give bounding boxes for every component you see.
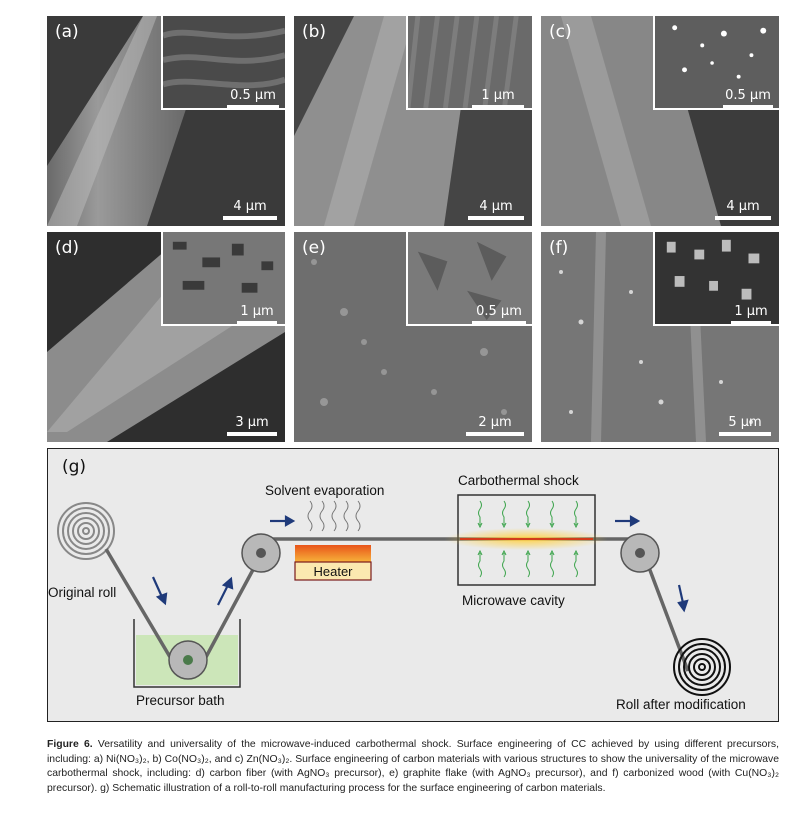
inset-scale-bar-e: 0.5 µm <box>472 304 526 325</box>
inset-image-c <box>655 16 779 108</box>
sem-panel-f: (f) 1 µm 5 µm <box>541 232 779 442</box>
inset-image-f <box>655 232 779 324</box>
sem-panel-b: (b) 1 µm 4 µm <box>294 16 532 226</box>
figure-caption: Figure 6. Versatility and universality o… <box>47 738 779 796</box>
inset-e <box>406 232 532 326</box>
panel-label-e: (e) <box>302 238 326 258</box>
scale-bar-d: 3 µm <box>227 415 277 436</box>
label-precursor-bath: Precursor bath <box>136 693 225 708</box>
inset-scale-text-a: 0.5 µm <box>230 88 276 103</box>
panel-label-a: (a) <box>55 22 79 42</box>
panel-label-c: (c) <box>549 22 572 42</box>
original-roll-spiral <box>57 502 115 560</box>
caption-figure-label: Figure 6. <box>47 739 93 750</box>
heater-hot-plate <box>295 545 371 562</box>
guide-roller-left-axle <box>256 548 266 558</box>
sem-panel-a: (a) 0.5 µm 4 µm <box>47 16 285 226</box>
inset-scale-text-b: 1 µm <box>481 88 515 103</box>
inset-scale-text-d: 1 µm <box>240 304 274 319</box>
bath-roller-axle <box>183 655 193 665</box>
label-original-roll: Original roll <box>48 585 117 600</box>
label-solvent-evaporation: Solvent evaporation <box>265 483 385 498</box>
scale-text-f: 5 µm <box>728 415 762 430</box>
scale-bar-f: 5 µm <box>719 415 771 436</box>
scale-text-b: 4 µm <box>479 199 513 214</box>
bath-container <box>133 619 241 688</box>
scale-text-a: 4 µm <box>233 199 267 214</box>
vapor-lines <box>307 500 361 532</box>
inset-d <box>161 232 285 326</box>
label-roll-after-modification: Roll after modification <box>616 697 746 712</box>
inset-image-e <box>408 232 532 324</box>
scale-bar-a: 4 µm <box>223 199 277 220</box>
label-heater: Heater <box>313 564 353 579</box>
inset-c <box>653 16 779 110</box>
inset-a <box>161 16 285 110</box>
scale-bar-b: 4 µm <box>468 199 524 220</box>
inset-scale-bar-a: 0.5 µm <box>227 88 279 109</box>
caption-text: Versatility and universality of the micr… <box>47 739 779 794</box>
inset-image-a <box>163 16 285 108</box>
field-arrows <box>477 500 579 578</box>
inset-scale-bar-f: 1 µm <box>731 304 771 325</box>
sem-panel-c: (c) 0.5 µm 4 µm <box>541 16 779 226</box>
panel-label-d: (d) <box>55 238 80 258</box>
scale-text-d: 3 µm <box>235 415 269 430</box>
label-carbothermal-shock: Carbothermal shock <box>458 473 579 488</box>
heater-body <box>294 561 372 581</box>
guide-roller-right-axle <box>635 548 645 558</box>
inset-f <box>653 232 779 326</box>
schematic-panel-g: (g) Solvent evaporation Carbothermal sho… <box>47 448 779 722</box>
panel-label-g: (g) <box>62 457 87 477</box>
panel-label-f: (f) <box>549 238 569 258</box>
schematic-diagram <box>57 494 731 696</box>
inset-scale-bar-c: 0.5 µm <box>723 88 773 109</box>
inset-scale-text-c: 0.5 µm <box>725 88 771 103</box>
sem-panel-d: (d) 1 µm 3 µm <box>47 232 285 442</box>
scale-text-c: 4 µm <box>726 199 760 214</box>
inset-scale-text-f: 1 µm <box>734 304 768 319</box>
label-microwave-cavity: Microwave cavity <box>462 593 565 608</box>
scale-bar-c: 4 µm <box>715 199 771 220</box>
inset-scale-bar-d: 1 µm <box>237 304 277 325</box>
inset-b <box>406 16 532 110</box>
panel-label-b: (b) <box>302 22 327 42</box>
scale-text-e: 2 µm <box>478 415 512 430</box>
sem-panel-e: (e) 0.5 µm 2 µm <box>294 232 532 442</box>
modified-roll-spiral <box>673 638 731 696</box>
inset-scale-text-e: 0.5 µm <box>476 304 522 319</box>
scale-bar-e: 2 µm <box>466 415 524 436</box>
direction-arrows <box>151 515 689 613</box>
inset-image-b <box>408 16 532 108</box>
inset-image-d <box>163 232 285 324</box>
inset-scale-bar-b: 1 µm <box>472 88 524 109</box>
